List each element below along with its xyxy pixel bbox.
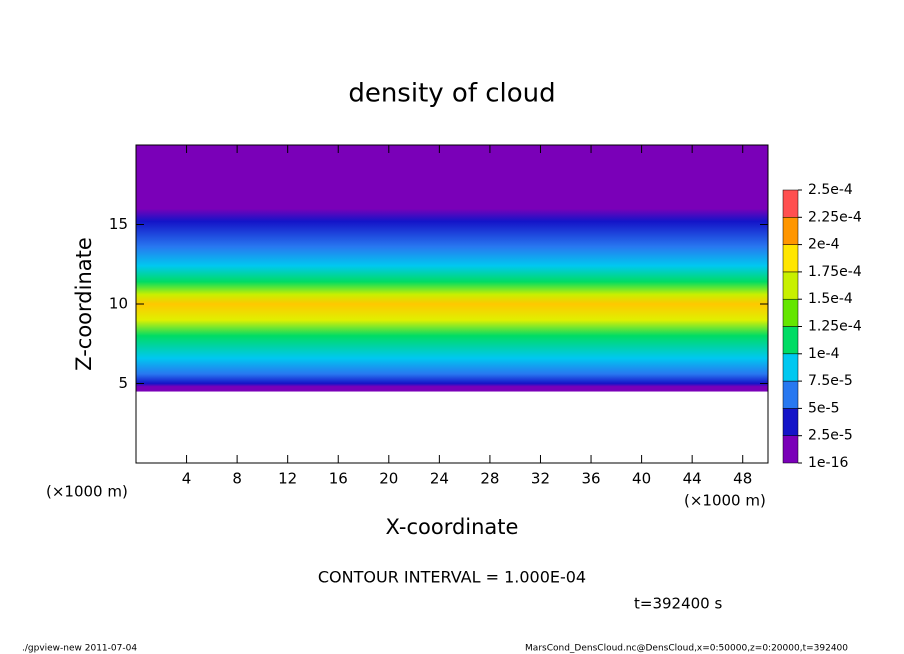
- x-tick-label: 44: [683, 470, 702, 488]
- colorbar-swatch: [782, 353, 799, 382]
- x-tick-label: 28: [480, 470, 499, 488]
- footer-right: MarsCond_DensCloud.nc@DensCloud,x=0:5000…: [525, 644, 848, 654]
- x-unit: (×1000 m): [684, 492, 766, 510]
- colorbar-label: 2.5e-5: [808, 428, 853, 444]
- colorbar-swatch: [782, 380, 799, 409]
- colorbar-label: 5e-5: [808, 400, 839, 416]
- colorbar-swatch: [782, 435, 799, 464]
- colorbar-swatch: [782, 189, 799, 218]
- y-tick-label: 10: [109, 295, 128, 313]
- colorbar-label: 1.75e-4: [808, 264, 862, 280]
- x-tick-label: 8: [232, 470, 242, 488]
- colorbar-swatch: [782, 326, 799, 355]
- colorbar-swatch: [782, 217, 799, 245]
- colorbar-label: 2.5e-4: [808, 182, 853, 198]
- x-tick-label: 32: [531, 470, 550, 488]
- x-tick-label: 36: [581, 470, 600, 488]
- colorbar-swatch: [782, 271, 799, 300]
- y-tick-label: 5: [118, 374, 128, 392]
- colorbar-label: 1e-16: [808, 455, 848, 471]
- colorbar-label: 2e-4: [808, 237, 840, 253]
- x-tick-label: 12: [278, 470, 297, 488]
- x-tick-label: 20: [379, 470, 398, 488]
- x-tick-label: 4: [182, 470, 192, 488]
- colorbar-swatch: [782, 408, 799, 436]
- x-axis-label: X-coordinate: [386, 515, 519, 539]
- x-tick-label: 40: [632, 470, 651, 488]
- y-unit: (×1000 m): [46, 483, 128, 501]
- colorbar-label: 2.25e-4: [808, 209, 862, 225]
- x-tick-label: 16: [329, 470, 348, 488]
- contour-field: [136, 145, 768, 463]
- colorbar-label: 1.5e-4: [808, 291, 853, 307]
- x-tick-label: 24: [430, 470, 449, 488]
- y-axis-label: Z-coordinate: [72, 237, 96, 371]
- footer-left: ./gpview-new 2011-07-04: [22, 644, 137, 654]
- colorbar-swatch: [782, 298, 799, 327]
- colorbar-label: 1.25e-4: [808, 319, 862, 335]
- contour-interval: CONTOUR INTERVAL = 1.000E-04: [318, 568, 586, 587]
- y-tick-label: 15: [109, 215, 128, 233]
- colorbar-label: 1e-4: [808, 346, 840, 362]
- colorbar-swatch: [782, 244, 799, 273]
- chart-title: density of cloud: [348, 79, 555, 109]
- colorbar-label: 7.5e-5: [808, 373, 853, 389]
- time-label: t=392400 s: [634, 595, 722, 613]
- x-tick-label: 48: [733, 470, 752, 488]
